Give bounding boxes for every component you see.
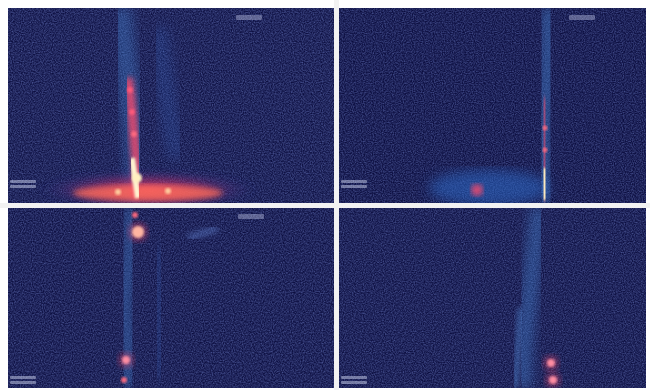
panel-caption-mark [341,180,367,190]
vertical-divider [334,0,339,390]
panel-top-left-image [8,8,334,203]
panel-bottom-left-image [8,208,334,388]
timestamp-mark [236,15,262,20]
panel-bottom-left [8,208,334,388]
panel-caption-mark [10,180,36,190]
panel-top-left [8,8,334,203]
panel-bottom-right-image [339,208,646,388]
timestamp-mark [238,214,264,219]
panel-top-right [339,8,646,203]
horizontal-divider [0,203,650,208]
panel-caption-mark [10,376,36,386]
panel-top-right-image [339,8,646,203]
panel-bottom-right [339,208,646,388]
timestamp-mark [569,15,595,20]
panel-caption-mark [341,376,367,386]
